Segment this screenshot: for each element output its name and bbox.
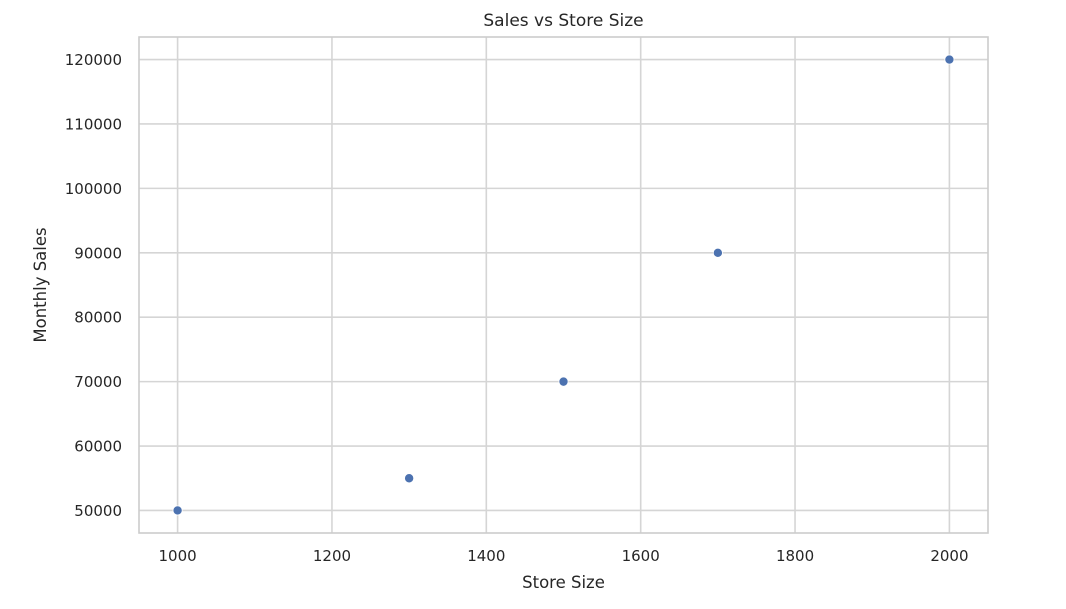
x-tick-label-1400: 1400 [467, 547, 505, 565]
x-tick-label-1200: 1200 [313, 547, 351, 565]
x-tick-label-1000: 1000 [158, 547, 196, 565]
grid-layer [139, 37, 988, 533]
x-tick-label-1800: 1800 [776, 547, 814, 565]
plot-frame [138, 36, 989, 534]
data-point-1 [404, 473, 415, 484]
y-tick-label-90000: 90000 [74, 244, 122, 262]
y-tick-label-120000: 120000 [65, 51, 122, 69]
y-tick-label-110000: 110000 [65, 115, 122, 133]
y-tick-label-100000: 100000 [65, 180, 122, 198]
data-points [172, 54, 955, 516]
data-point-0 [172, 505, 183, 516]
y-tick-labels: 50000 60000 70000 80000 90000 100000 110000 120… [65, 51, 122, 520]
x-axis-label: Store Size [522, 573, 605, 592]
data-point-4 [944, 54, 955, 65]
data-point-3 [712, 247, 723, 258]
x-tick-label-2000: 2000 [930, 547, 968, 565]
x-tick-labels: 1000 1200 1400 1600 1800 2000 [158, 547, 968, 565]
y-tick-label-80000: 80000 [74, 309, 122, 327]
y-tick-label-70000: 70000 [74, 373, 122, 391]
x-tick-label-1600: 1600 [622, 547, 660, 565]
y-tick-label-50000: 50000 [74, 502, 122, 520]
data-point-2 [558, 376, 569, 387]
y-axis-label: Monthly Sales [31, 227, 50, 342]
chart-title: Sales vs Store Size [483, 11, 643, 31]
y-tick-label-60000: 60000 [74, 438, 122, 456]
